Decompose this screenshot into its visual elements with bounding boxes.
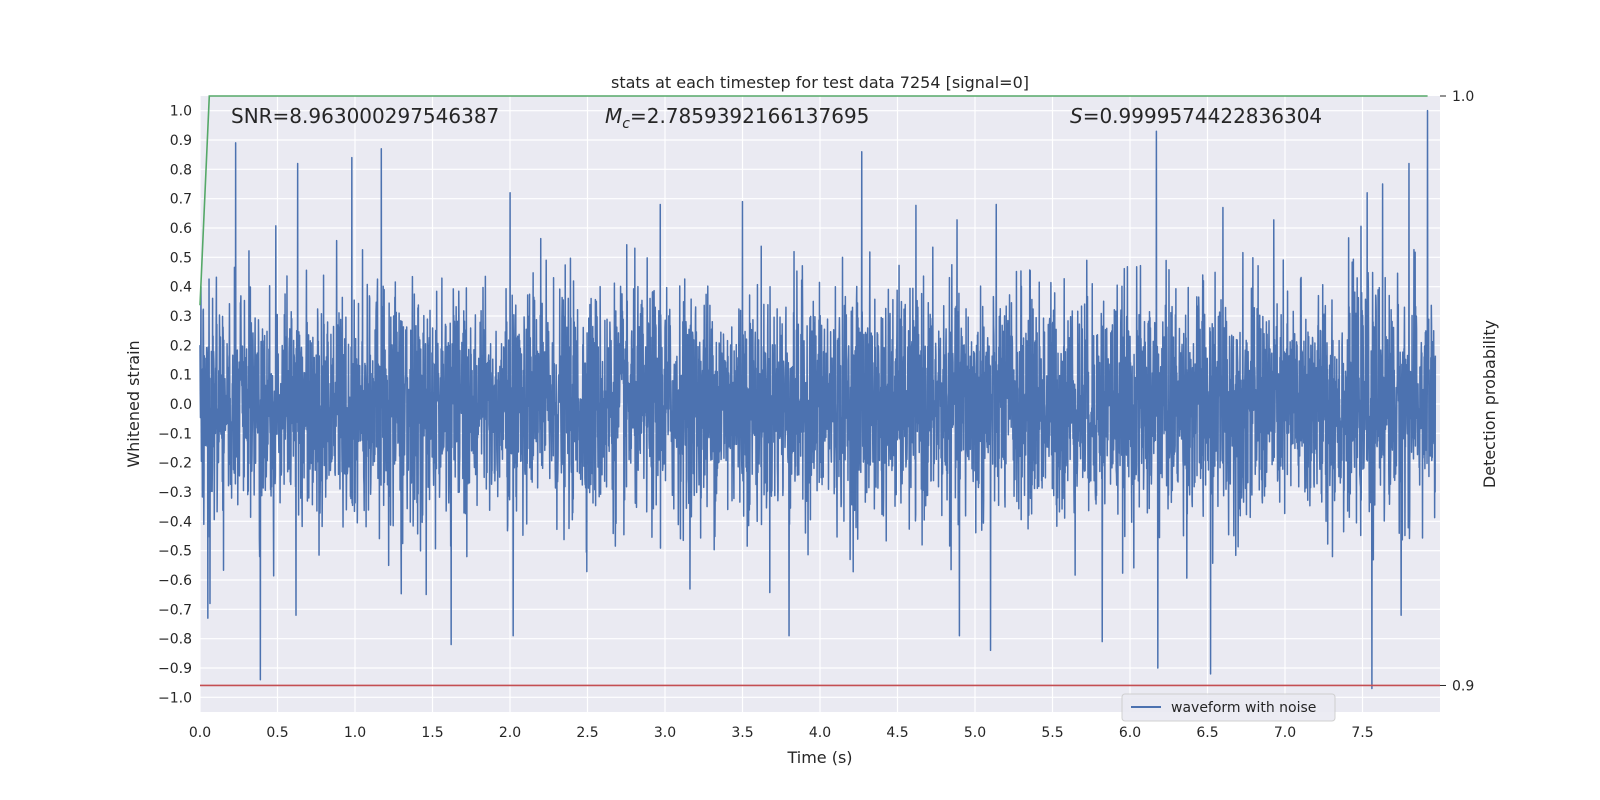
x-tick-label: 2.0 <box>499 725 521 741</box>
y-tick-label: 0.6 <box>170 221 192 237</box>
x-tick-label: 3.0 <box>654 725 676 741</box>
x-tick-label: 7.5 <box>1351 725 1373 741</box>
y-tick-label: −0.7 <box>158 602 192 618</box>
y2-tick-label: 0.9 <box>1452 678 1474 694</box>
x-tick-label: 6.5 <box>1196 725 1218 741</box>
y-tick-label: −0.8 <box>158 632 192 648</box>
y2-tick-label: 1.0 <box>1452 89 1474 105</box>
x-axis-ticks: 0.0 0.5 1.0 1.5 2.0 2.5 3.0 3.5 4.0 4.5 5.0 5.5 6.0 6… <box>189 725 1374 741</box>
chirp-mass-symbol: M <box>605 104 622 128</box>
y-axis-ticks: 1.0 0.9 0.8 0.7 0.6 0.5 0.4 0.3 0.2 0.1 0.0 −0.1 −0.… <box>158 104 192 707</box>
y-tick-label: −0.9 <box>158 661 192 677</box>
x-tick-label: 0.0 <box>189 725 211 741</box>
y-tick-label: −0.3 <box>158 485 192 501</box>
y-tick-label: 0.7 <box>170 192 192 208</box>
x-tick-label: 5.0 <box>964 725 986 741</box>
y-tick-label: −0.5 <box>158 544 192 560</box>
x-tick-label: 5.5 <box>1041 725 1063 741</box>
waveform-line <box>199 109 1437 690</box>
x-tick-label: 0.5 <box>266 725 288 741</box>
y-tick-label: 0.3 <box>170 309 192 325</box>
score-annotation: S=0.9999574422836304 <box>1070 104 1322 128</box>
score-value: =0.9999574422836304 <box>1083 104 1322 128</box>
x-tick-label: 4.5 <box>886 725 908 741</box>
y-tick-label: −0.1 <box>158 426 192 442</box>
detection-probability-line <box>199 95 1428 306</box>
y-axis-label: Whitened strain <box>124 340 143 467</box>
y-tick-label: 0.1 <box>170 368 192 384</box>
y-tick-label: 0.0 <box>170 397 192 413</box>
y-tick-label: 0.9 <box>170 133 192 149</box>
y2-axis-ticks: 1.0 0.9 <box>1440 89 1474 694</box>
y-tick-label: −0.6 <box>158 573 192 589</box>
score-symbol: S <box>1070 104 1083 128</box>
y-tick-label: 0.4 <box>170 280 192 296</box>
probability-series <box>199 95 1440 687</box>
x-tick-label: 4.0 <box>809 725 831 741</box>
legend-box <box>1121 693 1336 722</box>
legend-label: waveform with noise <box>1171 700 1316 716</box>
x-tick-label: 2.5 <box>576 725 598 741</box>
legend: waveform with noise <box>1121 693 1336 722</box>
x-tick-label: 1.5 <box>421 725 443 741</box>
waveform-series <box>199 109 1437 690</box>
chart-title: stats at each timestep for test data 725… <box>611 73 1029 92</box>
x-tick-label: 6.0 <box>1119 725 1141 741</box>
x-tick-label: 7.0 <box>1274 725 1296 741</box>
x-axis-label: Time (s) <box>786 748 852 767</box>
chirp-mass-value: =2.7859392166137695 <box>630 104 869 128</box>
y-tick-label: 1.0 <box>170 104 192 120</box>
x-tick-label: 3.5 <box>731 725 753 741</box>
y-tick-label: −1.0 <box>158 690 192 706</box>
y-tick-label: −0.2 <box>158 456 192 472</box>
chirp-mass-annotation: Mc=2.7859392166137695 <box>605 104 869 132</box>
y-tick-label: 0.5 <box>170 250 192 266</box>
x-tick-label: 1.0 <box>344 725 366 741</box>
y-tick-label: 0.2 <box>170 338 192 354</box>
snr-annotation: SNR=8.963000297546387 <box>231 104 499 128</box>
chirp-mass-subscript: c <box>622 116 630 132</box>
y-tick-label: 0.8 <box>170 162 192 178</box>
y-tick-label: −0.4 <box>158 514 192 530</box>
y2-axis-label: Detection probability <box>1480 320 1499 488</box>
